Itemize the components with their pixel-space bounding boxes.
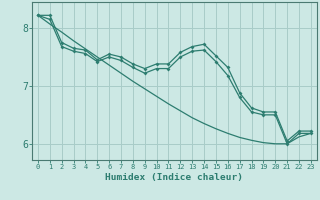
X-axis label: Humidex (Indice chaleur): Humidex (Indice chaleur) (105, 173, 244, 182)
